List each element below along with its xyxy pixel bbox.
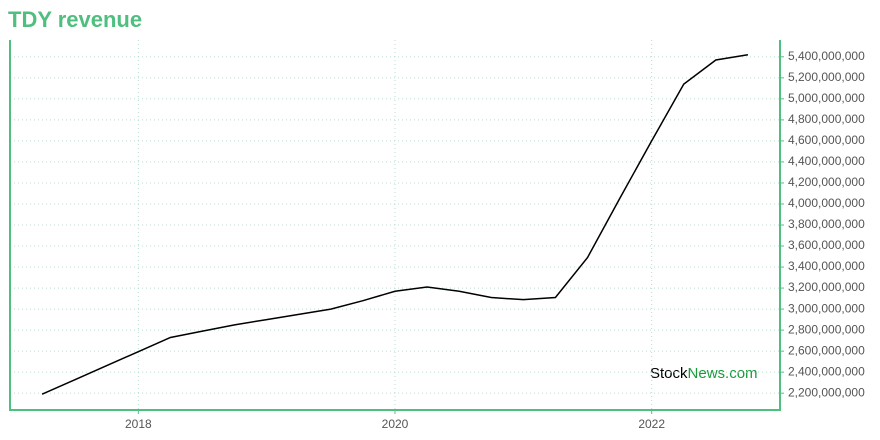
x-tick-label: 2018 [125,417,152,431]
y-tick-label: 3,000,000,000 [788,301,865,315]
y-tick-label: 5,400,000,000 [788,49,865,63]
y-tick-label: 4,800,000,000 [788,112,865,126]
y-tick-label: 4,600,000,000 [788,133,865,147]
y-tick-label: 2,200,000,000 [788,385,865,399]
y-tick-label: 3,600,000,000 [788,238,865,252]
chart-title: TDY revenue [8,7,142,32]
x-tick-label: 2022 [638,417,665,431]
y-tick-label: 3,200,000,000 [788,280,865,294]
x-tick-label: 2020 [382,417,409,431]
line [41,53,749,395]
watermark-prefix: Stock [650,365,688,382]
y-tick-label: 2,800,000,000 [788,322,865,336]
y-tick-label: 3,800,000,000 [788,217,865,231]
y-tick-label: 5,000,000,000 [788,91,865,105]
y-tick-label: 3,400,000,000 [788,259,865,273]
y-tick-label: 4,000,000,000 [788,196,865,210]
y-tick-label: 2,400,000,000 [788,364,865,378]
y-tick-label: 4,400,000,000 [788,154,865,168]
y-tick-label: 5,200,000,000 [788,70,865,84]
watermark: StockNews.com [650,365,758,382]
y-tick-label: 4,200,000,000 [788,175,865,189]
y-tick-label: 2,600,000,000 [788,343,865,357]
watermark-suffix: News.com [688,365,758,382]
